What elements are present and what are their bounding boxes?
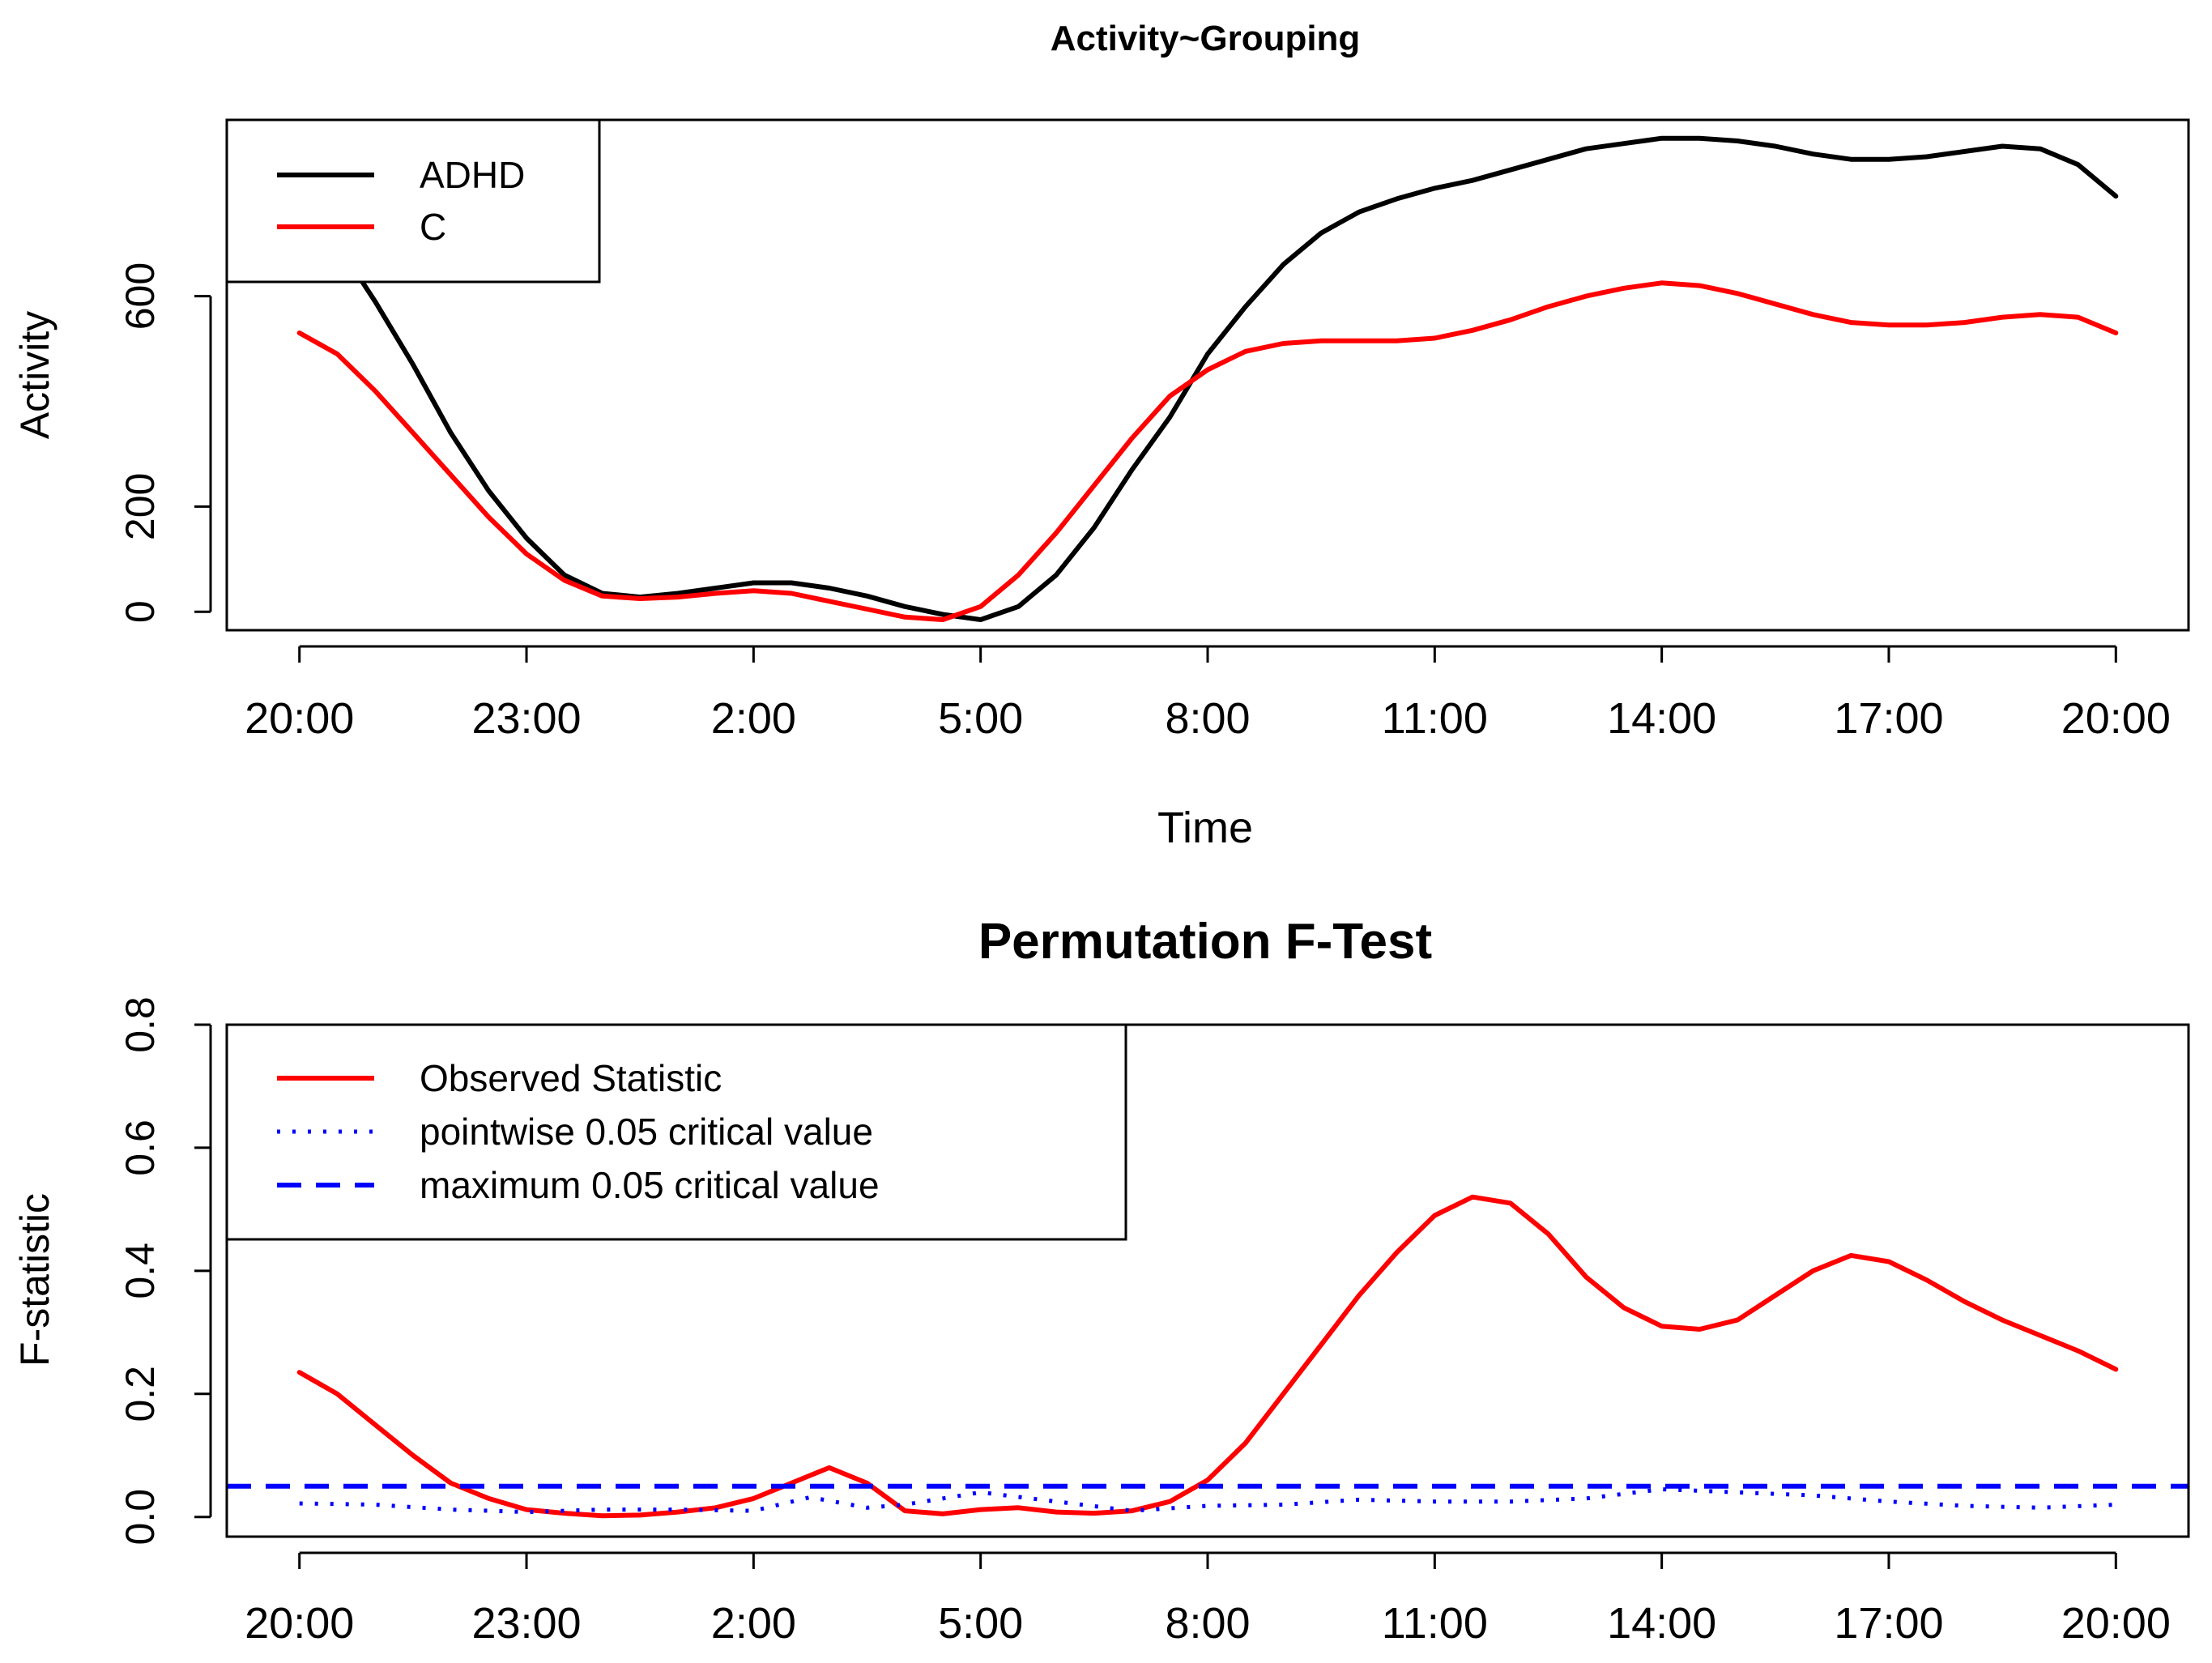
activity-chart-title: Activity~Grouping bbox=[1051, 19, 1361, 58]
activity-x-tick-label: 8:00 bbox=[1165, 694, 1250, 743]
f-test-y-tick-label: 0.6 bbox=[117, 1119, 163, 1176]
f-test-y-tick-label: 0.4 bbox=[117, 1243, 163, 1299]
activity-chart: Activity~Grouping 0 200 600 20:00 23:00 2:00… bbox=[12, 19, 2190, 852]
activity-chart-frame bbox=[225, 118, 2190, 632]
f-test-x-tick-label: 11:00 bbox=[1382, 1599, 1488, 1648]
f-test-y-axis-label: F-statistic bbox=[12, 1193, 58, 1367]
f-test-legend: Observed Statistic pointwise 0.05 critic… bbox=[225, 1023, 1127, 1241]
activity-y-tick-label: 600 bbox=[117, 262, 163, 330]
f-test-chart: Permutation F-Test 0.0 0.2 0.4 0.6 0.8 20:00… bbox=[12, 914, 2190, 1648]
activity-y-tick-label: 0 bbox=[117, 600, 163, 623]
activity-x-tick-label: 14:00 bbox=[1607, 694, 1716, 743]
activity-chart-plot-area bbox=[296, 135, 2119, 622]
activity-x-tick-label: 20:00 bbox=[245, 694, 354, 743]
f-test-x-tick-label: 5:00 bbox=[938, 1599, 1023, 1648]
legend-label-adhd: ADHD bbox=[420, 154, 525, 196]
activity-x-axis-label: Time bbox=[1157, 804, 1253, 852]
f-test-y-axis: 0.0 0.2 0.4 0.6 0.8 bbox=[117, 996, 212, 1546]
f-test-chart-plot-area bbox=[227, 1194, 2189, 1519]
activity-x-axis: 20:00 23:00 2:00 5:00 8:00 11:00 14:00 17:00 20:… bbox=[245, 645, 2171, 743]
f-test-series-observed-statistic bbox=[296, 1194, 2119, 1519]
activity-x-tick-label: 23:00 bbox=[471, 694, 581, 743]
f-test-x-tick-label: 20:00 bbox=[2061, 1599, 2171, 1648]
activity-x-tick-label: 2:00 bbox=[711, 694, 796, 743]
activity-y-axis-label: Activity bbox=[12, 311, 58, 439]
f-test-x-tick-label: 14:00 bbox=[1607, 1599, 1716, 1648]
activity-y-tick-label: 200 bbox=[117, 473, 163, 540]
f-test-chart-frame bbox=[225, 1023, 2190, 1538]
f-test-x-tick-label: 2:00 bbox=[711, 1599, 796, 1648]
activity-x-tick-label: 17:00 bbox=[1834, 694, 1943, 743]
activity-y-axis: 0 200 600 bbox=[117, 262, 212, 623]
activity-series-adhd bbox=[296, 135, 2119, 622]
legend-label-c: C bbox=[420, 206, 446, 248]
f-test-legend-box bbox=[225, 1023, 1127, 1241]
f-test-y-tick-label: 0.0 bbox=[117, 1489, 163, 1546]
activity-series-c bbox=[296, 280, 2119, 622]
f-test-x-tick-label: 8:00 bbox=[1165, 1599, 1250, 1648]
f-test-x-axis: 20:00 23:00 2:00 5:00 8:00 11:00 14:00 17:00 20:… bbox=[245, 1551, 2171, 1648]
f-test-y-tick-label: 0.2 bbox=[117, 1366, 163, 1422]
activity-legend-box bbox=[225, 118, 601, 284]
f-test-y-tick-label: 0.8 bbox=[117, 996, 163, 1053]
f-test-x-tick-label: 20:00 bbox=[245, 1599, 354, 1648]
legend-label-maximum: maximum 0.05 critical value bbox=[420, 1164, 880, 1206]
activity-x-tick-label: 20:00 bbox=[2061, 694, 2171, 743]
activity-x-tick-label: 5:00 bbox=[938, 694, 1023, 743]
legend-label-pointwise: pointwise 0.05 critical value bbox=[420, 1111, 873, 1153]
activity-x-tick-label: 11:00 bbox=[1382, 694, 1488, 743]
f-test-x-tick-label: 17:00 bbox=[1834, 1599, 1943, 1648]
legend-label-observed: Observed Statistic bbox=[420, 1057, 722, 1099]
activity-legend: ADHD C bbox=[225, 118, 601, 284]
f-test-x-tick-label: 23:00 bbox=[471, 1599, 581, 1648]
f-test-chart-title: Permutation F-Test bbox=[978, 914, 1432, 970]
